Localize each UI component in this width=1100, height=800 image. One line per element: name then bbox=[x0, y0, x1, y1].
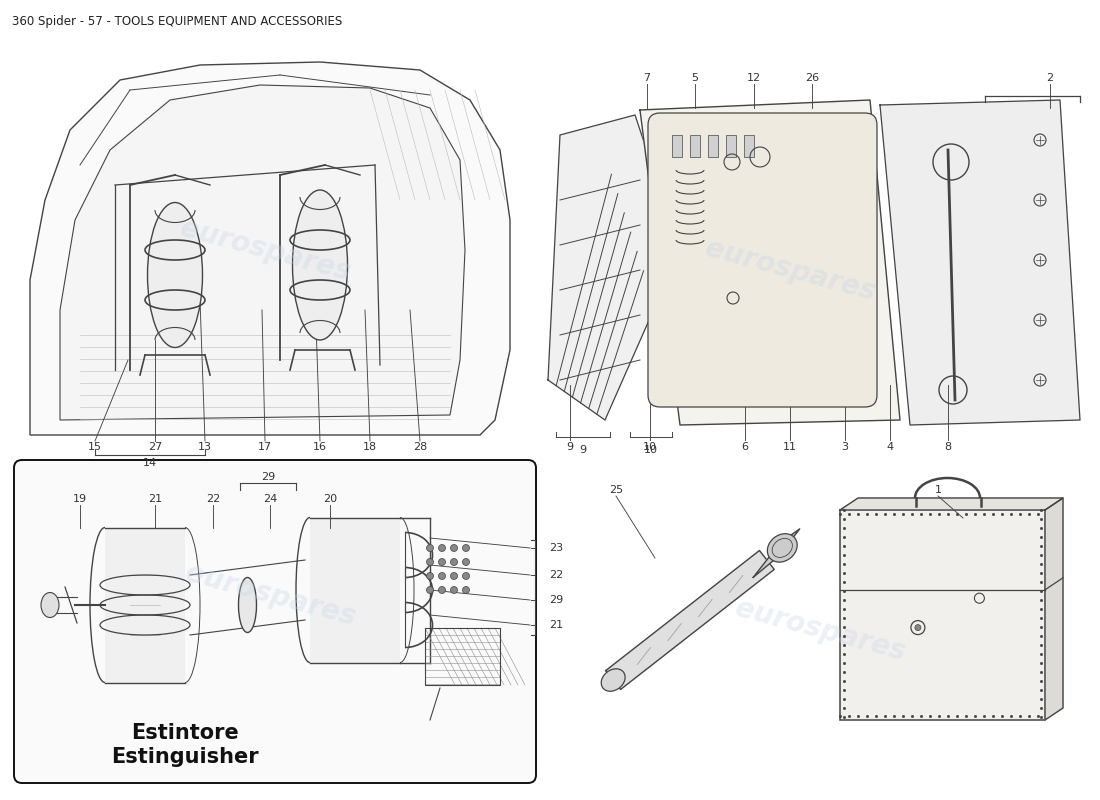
Polygon shape bbox=[754, 529, 800, 578]
Circle shape bbox=[439, 558, 446, 566]
Text: 2: 2 bbox=[1046, 73, 1054, 83]
Ellipse shape bbox=[293, 190, 348, 340]
Text: 12: 12 bbox=[747, 73, 761, 83]
Text: 21: 21 bbox=[147, 494, 162, 504]
Circle shape bbox=[439, 573, 446, 579]
PathPatch shape bbox=[30, 62, 510, 435]
Text: 29: 29 bbox=[549, 595, 563, 605]
Ellipse shape bbox=[147, 202, 202, 347]
Text: 11: 11 bbox=[783, 442, 798, 452]
Text: 14: 14 bbox=[143, 458, 157, 468]
Text: 8: 8 bbox=[945, 442, 952, 452]
Text: 22: 22 bbox=[206, 494, 220, 504]
Text: 360 Spider - 57 - TOOLS EQUIPMENT AND ACCESSORIES: 360 Spider - 57 - TOOLS EQUIPMENT AND AC… bbox=[12, 15, 342, 28]
Polygon shape bbox=[840, 498, 1063, 510]
Text: 6: 6 bbox=[741, 442, 748, 452]
Text: eurospares: eurospares bbox=[732, 594, 909, 666]
Ellipse shape bbox=[41, 593, 59, 618]
Circle shape bbox=[915, 625, 921, 630]
Polygon shape bbox=[880, 100, 1080, 425]
Circle shape bbox=[439, 586, 446, 594]
Circle shape bbox=[427, 573, 433, 579]
Polygon shape bbox=[1045, 498, 1063, 720]
Text: 22: 22 bbox=[549, 570, 563, 580]
Text: 4: 4 bbox=[887, 442, 893, 452]
PathPatch shape bbox=[60, 85, 465, 420]
Ellipse shape bbox=[602, 669, 625, 691]
Bar bbox=[840, 510, 1045, 720]
Text: 1: 1 bbox=[935, 485, 942, 495]
Text: 19: 19 bbox=[73, 494, 87, 504]
Circle shape bbox=[451, 586, 458, 594]
Text: 26: 26 bbox=[805, 73, 820, 83]
Text: 20: 20 bbox=[323, 494, 337, 504]
Text: 23: 23 bbox=[549, 543, 563, 553]
Text: 15: 15 bbox=[88, 442, 102, 452]
Text: 13: 13 bbox=[198, 442, 212, 452]
Polygon shape bbox=[606, 550, 774, 690]
Bar bbox=[708, 135, 718, 157]
Bar bbox=[104, 527, 185, 682]
Circle shape bbox=[427, 545, 433, 551]
Text: 16: 16 bbox=[314, 442, 327, 452]
Polygon shape bbox=[548, 115, 680, 420]
Text: eurospares: eurospares bbox=[182, 558, 359, 631]
Text: 9: 9 bbox=[580, 445, 586, 455]
Circle shape bbox=[451, 558, 458, 566]
Polygon shape bbox=[640, 100, 900, 425]
Circle shape bbox=[462, 573, 470, 579]
Text: eurospares: eurospares bbox=[702, 234, 879, 306]
Text: 7: 7 bbox=[644, 73, 650, 83]
Text: 28: 28 bbox=[412, 442, 427, 452]
Text: 27: 27 bbox=[147, 442, 162, 452]
FancyBboxPatch shape bbox=[648, 113, 877, 407]
Text: Estinguisher: Estinguisher bbox=[111, 747, 258, 767]
Circle shape bbox=[439, 545, 446, 551]
Text: 24: 24 bbox=[263, 494, 277, 504]
Bar bbox=[425, 628, 500, 685]
Circle shape bbox=[462, 586, 470, 594]
Bar bbox=[672, 135, 682, 157]
Text: 10: 10 bbox=[644, 442, 657, 452]
Circle shape bbox=[451, 573, 458, 579]
Text: 29: 29 bbox=[261, 472, 275, 482]
Text: 21: 21 bbox=[549, 620, 563, 630]
Circle shape bbox=[462, 545, 470, 551]
Text: 10: 10 bbox=[644, 445, 658, 455]
Text: 25: 25 bbox=[609, 485, 623, 495]
Text: 5: 5 bbox=[692, 73, 698, 83]
Circle shape bbox=[462, 558, 470, 566]
Ellipse shape bbox=[239, 578, 256, 633]
Bar bbox=[726, 135, 736, 157]
Circle shape bbox=[451, 545, 458, 551]
Text: eurospares: eurospares bbox=[177, 214, 353, 286]
Bar bbox=[310, 518, 400, 662]
Text: Estintore: Estintore bbox=[131, 723, 239, 743]
Circle shape bbox=[427, 586, 433, 594]
Text: 18: 18 bbox=[363, 442, 377, 452]
Circle shape bbox=[427, 558, 433, 566]
Text: 3: 3 bbox=[842, 442, 848, 452]
Bar bbox=[744, 135, 754, 157]
Ellipse shape bbox=[768, 534, 798, 562]
FancyBboxPatch shape bbox=[14, 460, 536, 783]
Text: 17: 17 bbox=[257, 442, 272, 452]
Text: 9: 9 bbox=[566, 442, 573, 452]
Bar bbox=[690, 135, 700, 157]
